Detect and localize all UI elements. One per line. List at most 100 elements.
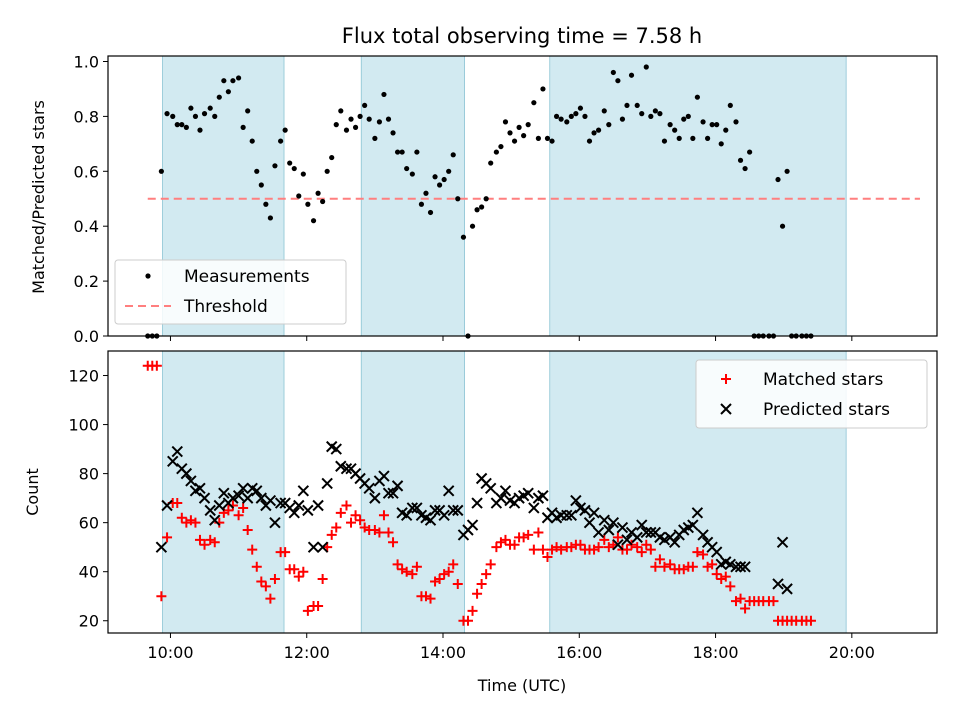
bottom-matched-stars-point: [346, 517, 357, 528]
top-measurements-point: [652, 108, 658, 114]
top-measurements-point: [619, 116, 626, 122]
bottom-matched-stars-point: [388, 537, 399, 548]
top-measurements-point: [540, 86, 546, 92]
bottom-matched-stars-point: [485, 559, 496, 570]
top-measurements-point: [460, 234, 467, 240]
bottom-predicted-stars-point: [391, 480, 404, 492]
bottom-matched-stars-point: [335, 507, 346, 518]
bottom-matched-stars-point: [269, 574, 280, 585]
bottom-matched-stars-point: [242, 525, 253, 536]
bottom-matched-stars-point: [612, 532, 623, 543]
bottom-predicted-stars-point: [241, 492, 254, 504]
top-measurements-point: [628, 72, 635, 78]
top-measurements-point: [446, 168, 452, 174]
bottom-y-tick-label: 60: [79, 514, 99, 533]
bottom-predicted-stars-point: [471, 497, 483, 509]
bottom-matched-stars-point: [725, 581, 736, 592]
top-measurements-point: [320, 198, 326, 205]
bottom-predicted-stars-point: [194, 482, 206, 495]
top-measurements-point: [733, 119, 739, 125]
bottom-matched-stars-point: [735, 593, 746, 604]
top-y-tick-label: 0.0: [74, 327, 99, 346]
top-measurements-point: [390, 130, 396, 136]
bottom-axes-frame: [107, 350, 938, 634]
legend-box: [695, 359, 928, 429]
bottom-predicted-stars-point: [155, 541, 168, 553]
top-measurements-point: [474, 207, 480, 213]
bottom-predicted-stars-point: [528, 502, 540, 514]
bottom-matched-stars-point: [518, 532, 529, 543]
bottom-predicted-stars-point: [640, 526, 652, 539]
top-measurements-point: [479, 204, 485, 210]
legend-predicted-label: Predicted stars: [763, 400, 890, 420]
top-measurements-point: [591, 130, 597, 136]
legend-predicted-marker: [720, 403, 732, 415]
bottom-matched-stars-point: [156, 591, 167, 602]
bottom-matched-stars-point: [341, 500, 352, 511]
bottom-predicted-stars-point: [316, 541, 329, 553]
bottom-matched-stars-point: [500, 534, 511, 545]
top-measurements-point: [498, 143, 504, 150]
bottom-matched-stars-point: [472, 588, 483, 599]
bottom-predicted-stars-point: [274, 497, 287, 509]
bottom-x-tick-label: 16:00: [556, 643, 602, 662]
top-measurements-point: [201, 111, 208, 117]
top-measurements-point: [577, 105, 584, 111]
bottom-x-tick-label: 20:00: [829, 643, 875, 662]
bottom-matched-stars-point: [692, 547, 703, 558]
bottom-matched-stars-point: [650, 561, 661, 572]
bottom-predicted-stars-point: [411, 502, 423, 514]
bottom-predicted-stars-point: [592, 526, 605, 539]
bottom-y-tick-label: 120: [68, 367, 99, 386]
bottom-predicted-stars-point: [612, 539, 624, 551]
top-y-tick-label: 0.8: [74, 107, 99, 126]
bottom-matched-stars-point: [711, 569, 722, 580]
top-measurements-point: [544, 135, 551, 141]
bottom-matched-stars-point: [621, 544, 632, 555]
top-y-tick-label: 1.0: [74, 52, 99, 71]
top-measurements-point: [352, 124, 359, 130]
top-measurements-point: [507, 130, 513, 136]
top-measurements-point: [225, 89, 231, 95]
bottom-matched-stars-point: [462, 615, 473, 626]
bottom-predicted-stars-point: [724, 558, 737, 571]
bottom-predicted-stars-point: [579, 504, 591, 517]
top-measurements-point: [263, 201, 269, 207]
top-measurements-point: [657, 111, 663, 117]
top-measurements-point: [423, 190, 429, 196]
top-measurements-point: [282, 127, 288, 133]
bottom-matched-stars-point: [331, 522, 342, 533]
bottom-predicted-stars-point: [776, 536, 789, 548]
bottom-matched-stars-point: [233, 510, 244, 521]
bottom-y-tick-label: 80: [79, 465, 99, 484]
top-measurements-point: [432, 174, 438, 180]
top-measurements-point: [615, 78, 621, 84]
top-measurements-point: [690, 135, 696, 141]
bottom-matched-stars-point: [707, 559, 718, 570]
bottom-predicted-stars-point: [237, 482, 249, 495]
bottom-predicted-stars-point: [452, 504, 464, 517]
top-measurements-point: [418, 201, 425, 207]
top-measurements-point: [291, 165, 297, 172]
bottom-matched-stars-point: [654, 554, 665, 565]
bottom-x-tick-label: 18:00: [693, 643, 739, 662]
top-measurements-point: [235, 75, 242, 81]
bottom-matched-stars-point: [407, 569, 418, 580]
bottom-matched-stars-point: [645, 544, 656, 555]
top-measurements-point: [192, 113, 199, 119]
top-measurements-point: [267, 215, 273, 221]
top-measurements-point: [639, 111, 645, 117]
top-measurements-point: [718, 141, 724, 147]
top-measurements-point: [183, 124, 189, 130]
top-measurements-point: [230, 78, 236, 84]
bottom-matched-stars-point: [302, 605, 313, 616]
top-measurements-point: [564, 119, 570, 125]
bottom-predicted-stars-point: [495, 492, 507, 504]
bottom-matched-stars-point: [401, 566, 412, 577]
bottom-predicted-stars-point: [400, 509, 413, 522]
top-measurements-point: [525, 122, 531, 128]
bottom-predicted-stars-point: [588, 507, 600, 519]
bottom-matched-stars-point: [537, 544, 548, 555]
top-measurements-point: [404, 165, 410, 172]
bottom-predicted-stars-point: [739, 561, 751, 573]
